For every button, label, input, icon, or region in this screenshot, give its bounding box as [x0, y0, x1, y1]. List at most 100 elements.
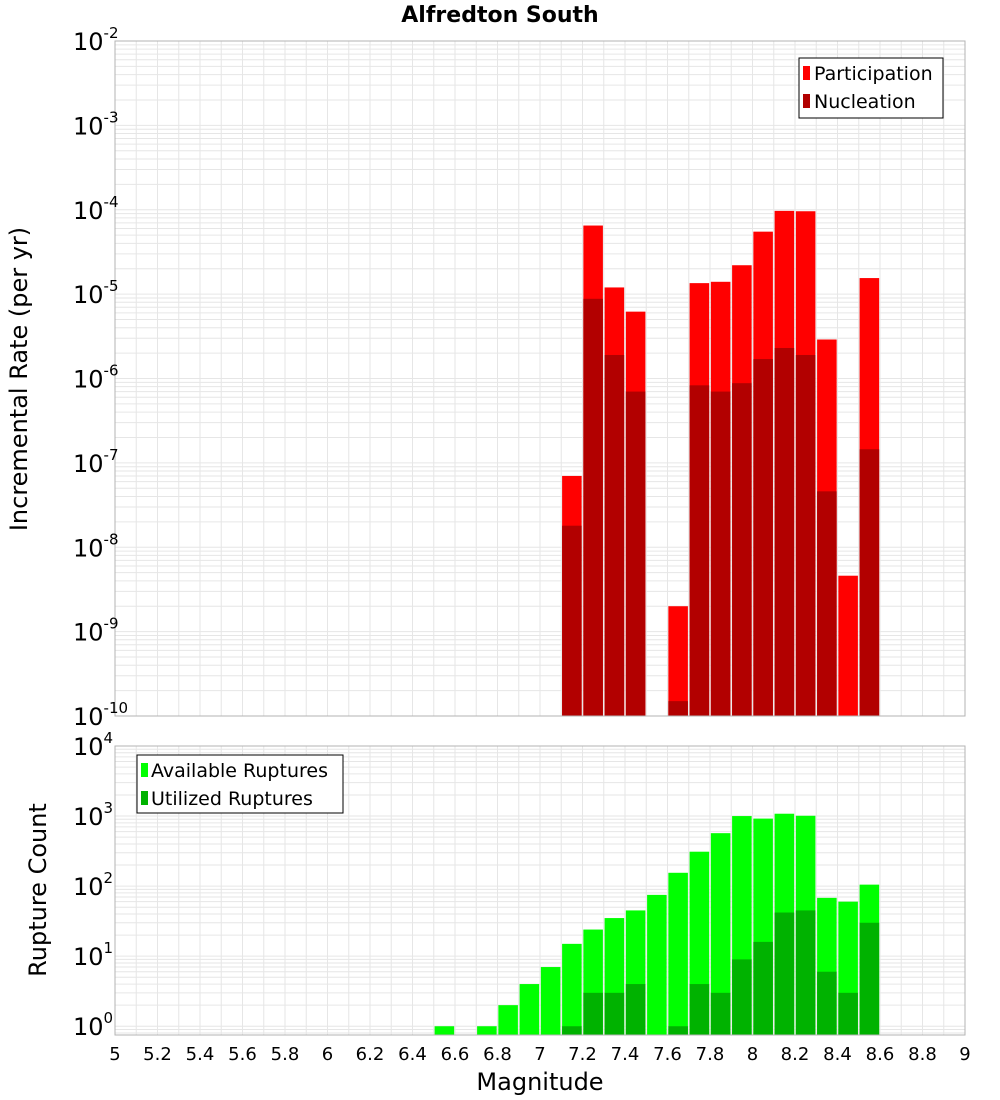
top-legend-box [798, 57, 944, 119]
bar-nucleation [753, 359, 773, 716]
legend-swatch-utilized [141, 791, 148, 805]
bar-utilized-ruptures [604, 992, 625, 1035]
bar-nucleation [710, 391, 731, 716]
bottom-legend: Available Ruptures Utilized Ruptures [136, 754, 344, 814]
top-y-axis-label: Incremental Rate (per yr) [5, 227, 33, 531]
bar-nucleation [795, 354, 816, 716]
bar-utilized-ruptures [689, 984, 710, 1035]
bar-available-ruptures [519, 984, 540, 1035]
top-y-tick-label: 10-2 [73, 24, 119, 56]
bar-nucleation [774, 347, 795, 716]
bottom-grid [114, 746, 966, 1035]
x-tick-label: 8.8 [908, 1044, 937, 1065]
x-tick-label: 9 [959, 1044, 970, 1065]
legend-swatch-nucleation [803, 94, 810, 108]
bottom-bars [434, 813, 880, 1035]
x-axis-label: Magnitude [476, 1068, 603, 1096]
bar-nucleation [668, 701, 688, 716]
bar-nucleation [604, 354, 625, 716]
bar-utilized-ruptures [625, 984, 646, 1035]
bar-available-ruptures [668, 872, 688, 1035]
bottom-legend-box [136, 754, 344, 814]
top-y-tick-label: 10-7 [73, 446, 119, 478]
bottom-y-tick-label: 101 [73, 939, 113, 971]
x-tick-label: 8.6 [866, 1044, 895, 1065]
bottom-y-tick-label: 102 [73, 869, 113, 901]
legend-swatch-participation [803, 66, 810, 80]
bar-available-ruptures [562, 943, 582, 1035]
legend-label-participation: Participation [814, 63, 933, 85]
bar-available-ruptures [498, 1005, 518, 1035]
top-y-ticks: 10-2 10-3 10-4 10-5 10-6 10-7 10-8 10-9 10-10 [73, 24, 128, 731]
bar-nucleation [562, 525, 582, 716]
x-tick-label: 6.6 [441, 1044, 470, 1065]
top-y-tick-label: 10-6 [73, 362, 119, 394]
x-tick-label: 5.2 [143, 1044, 172, 1065]
x-tick-label: 5.6 [228, 1044, 257, 1065]
bar-available-ruptures [477, 1026, 497, 1035]
top-y-tick-label: 10-4 [73, 193, 119, 225]
bar-nucleation [583, 298, 603, 716]
bottom-y-tick-label: 100 [73, 1009, 113, 1041]
bar-nucleation [625, 391, 646, 716]
bar-nucleation [689, 385, 710, 716]
bar-available-ruptures [647, 894, 667, 1035]
bar-utilized-ruptures [732, 959, 752, 1035]
bar-utilized-ruptures [838, 992, 858, 1035]
x-tick-label: 8 [747, 1044, 758, 1065]
bar-nucleation [732, 383, 752, 716]
x-tick-label: 5.8 [271, 1044, 300, 1065]
bar-utilized-ruptures [668, 1026, 688, 1035]
x-tick-label: 6 [322, 1044, 333, 1065]
legend-label-nucleation: Nucleation [814, 91, 916, 113]
top-plot: 10-2 10-3 10-4 10-5 10-6 10-7 10-8 10-9 10-10 In… [5, 24, 966, 731]
x-ticks: 5 5.2 5.4 5.6 5.8 6 6.2 6.4 6.6 6.8 7 7.2 7.4 7.6 7.8 8… [109, 1044, 970, 1065]
bar-available-ruptures [434, 1026, 455, 1035]
bar-available-ruptures [540, 967, 561, 1035]
bottom-y-tick-label: 104 [73, 729, 113, 761]
bar-nucleation [859, 449, 880, 716]
bar-participation [668, 606, 688, 716]
legend-label-utilized: Utilized Ruptures [151, 788, 313, 810]
x-tick-label: 7.4 [611, 1044, 640, 1065]
x-tick-label: 7.8 [696, 1044, 725, 1065]
bar-utilized-ruptures [859, 922, 880, 1035]
bar-utilized-ruptures [583, 992, 603, 1035]
x-tick-label: 7.6 [653, 1044, 682, 1065]
bottom-y-tick-label: 103 [73, 799, 113, 831]
bottom-y-axis-label: Rupture Count [24, 803, 52, 977]
bar-utilized-ruptures [753, 941, 773, 1035]
bar-utilized-ruptures [774, 912, 795, 1035]
x-tick-label: 6.8 [483, 1044, 512, 1065]
top-y-tick-label: 10-10 [73, 699, 128, 731]
x-tick-label: 5 [109, 1044, 120, 1065]
top-y-tick-label: 10-5 [73, 277, 119, 309]
bar-utilized-ruptures [817, 971, 837, 1035]
x-tick-label: 7 [534, 1044, 545, 1065]
bar-participation [838, 575, 858, 716]
top-y-tick-label: 10-9 [73, 615, 119, 647]
legend-label-available: Available Ruptures [151, 760, 328, 782]
bar-nucleation [817, 491, 837, 716]
chart-title: Alfredton South [401, 3, 598, 28]
top-legend: Participation Nucleation [798, 57, 944, 119]
x-tick-label: 8.2 [781, 1044, 810, 1065]
x-tick-label: 6.4 [398, 1044, 427, 1065]
bar-utilized-ruptures [795, 910, 816, 1035]
top-y-tick-label: 10-8 [73, 530, 119, 562]
x-tick-label: 8.4 [823, 1044, 852, 1065]
bar-utilized-ruptures [710, 992, 731, 1035]
bottom-y-ticks: 104 103 102 101 100 [73, 729, 113, 1041]
top-bars [562, 210, 880, 717]
top-plot-frame [114, 40, 966, 717]
top-y-tick-label: 10-3 [73, 108, 119, 140]
bottom-plot-frame [114, 745, 966, 1036]
legend-swatch-available [141, 763, 148, 777]
x-tick-label: 5.4 [186, 1044, 215, 1065]
x-tick-label: 7.2 [568, 1044, 597, 1065]
bar-utilized-ruptures [562, 1026, 582, 1035]
top-grid [114, 41, 966, 717]
x-tick-label: 6.2 [356, 1044, 385, 1065]
bar-available-ruptures [710, 833, 731, 1035]
